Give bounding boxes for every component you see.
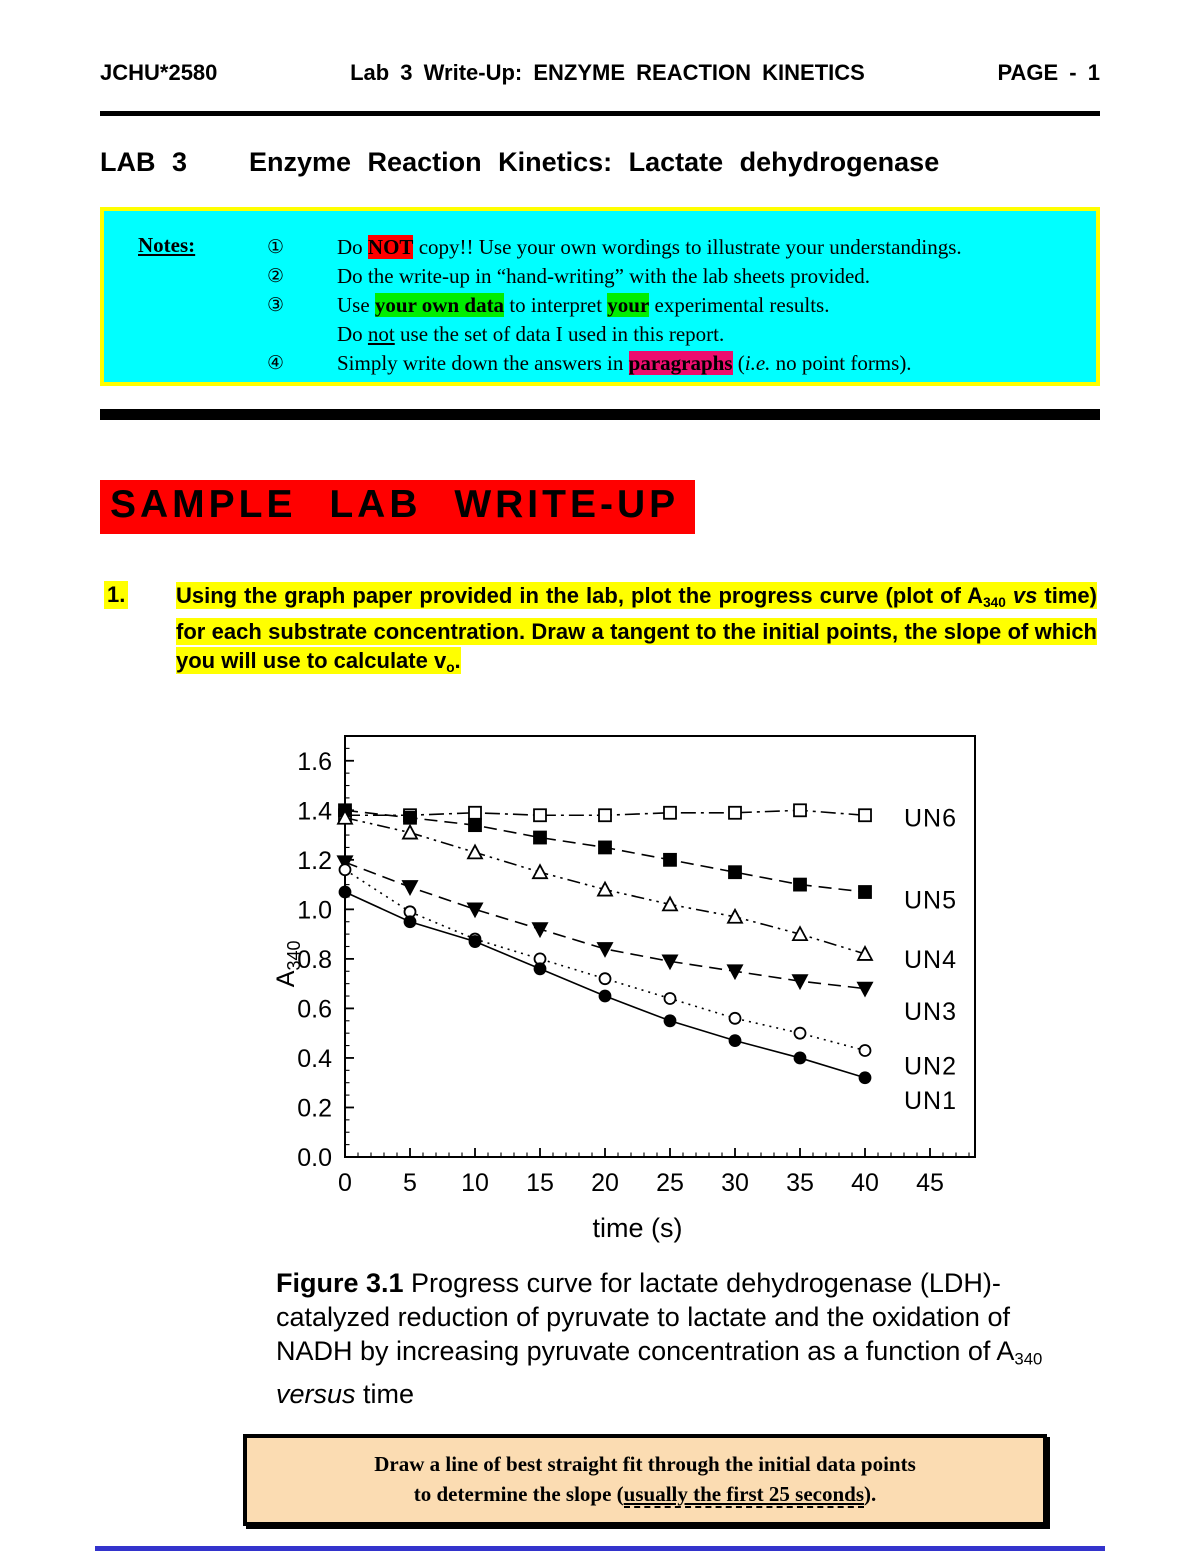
text-segment: Figure 3.1 bbox=[276, 1268, 404, 1298]
svg-text:0.8: 0.8 bbox=[297, 946, 332, 974]
text-segment: NOT bbox=[367, 235, 414, 259]
header-rule bbox=[100, 111, 1100, 116]
section-divider-rule bbox=[100, 409, 1100, 420]
note-number: ④ bbox=[267, 352, 285, 374]
header-course-code: JCHU*2580 bbox=[100, 60, 218, 85]
series-label-un5: UN5 bbox=[904, 886, 957, 914]
text-segment: 340 bbox=[1014, 1349, 1043, 1369]
progress-curve-chart: 0 5 10 15 20 25 30 35 40 45 0.0 0.2 0.4 0.6 0.8 1.0 1.2 1… bbox=[270, 732, 990, 1272]
svg-text:0.2: 0.2 bbox=[297, 1094, 332, 1122]
bottom-blue-rule bbox=[95, 1546, 1105, 1551]
svg-text:A340: A340 bbox=[272, 940, 304, 987]
series-label-un3: UN3 bbox=[904, 998, 957, 1026]
text-segment: Progress curve for lactate dehydrogenase… bbox=[276, 1268, 1015, 1366]
svg-text:1.2: 1.2 bbox=[297, 847, 332, 875]
text-segment: your own data bbox=[374, 293, 505, 317]
svg-text:30: 30 bbox=[721, 1169, 749, 1197]
svg-text:40: 40 bbox=[851, 1169, 879, 1197]
series-label-un4: UN4 bbox=[904, 946, 957, 974]
lab-title-text: Enzyme Reaction Kinetics: Lactate dehydr… bbox=[249, 147, 940, 177]
figure-caption: Figure 3.1 Progress curve for lactate de… bbox=[276, 1266, 1058, 1411]
text-segment bbox=[1006, 583, 1013, 608]
header-title: Lab 3 Write-Up: ENZYME REACTION KINETICS bbox=[350, 60, 865, 85]
text-segment: Simply write down the answers in bbox=[337, 351, 629, 375]
question-1-number: 1. bbox=[104, 581, 129, 609]
text-segment: time) for each substrate concentration. … bbox=[176, 583, 1097, 673]
text-segment: . bbox=[454, 647, 461, 673]
chart-svg: 0 5 10 15 20 25 30 35 40 45 0.0 0.2 0.4 0.6 0.8 1.0 1.2 1… bbox=[272, 735, 976, 1243]
note-item: ④ Simply write down the answers in paragr… bbox=[267, 349, 1086, 378]
text-segment: to determine the slope ( bbox=[413, 1482, 624, 1506]
page-header: JCHU*2580 Lab 3 Write-Up: ENZYME REACTIO… bbox=[100, 60, 1100, 86]
svg-text:0.4: 0.4 bbox=[297, 1045, 332, 1073]
text-segment: vs bbox=[1012, 583, 1038, 608]
text-segment: Do the write-up in “hand-writing” with t… bbox=[337, 264, 871, 288]
instruction-line-1: Draw a line of best straight fit through… bbox=[253, 1449, 1037, 1479]
svg-text:0.0: 0.0 bbox=[297, 1144, 332, 1172]
svg-text:25: 25 bbox=[656, 1169, 684, 1197]
text-segment: Using the graph paper provided in the la… bbox=[176, 583, 984, 608]
text-segment: your bbox=[607, 293, 650, 317]
svg-text:1.6: 1.6 bbox=[297, 748, 332, 776]
text-segment: Do bbox=[337, 322, 368, 346]
note-number: ② bbox=[267, 265, 285, 287]
text-segment: paragraphs bbox=[628, 351, 733, 375]
text-segment: ( bbox=[732, 351, 745, 375]
svg-text:5: 5 bbox=[403, 1169, 417, 1197]
note-text: Do NOT copy!! Use your own wordings to i… bbox=[337, 233, 1086, 262]
text-segment: copy!! Use your own wordings to illustra… bbox=[413, 235, 962, 259]
text-segment: experimental results. bbox=[649, 293, 830, 317]
text-segment: not bbox=[367, 322, 395, 346]
svg-text:10: 10 bbox=[461, 1169, 489, 1197]
svg-text:15: 15 bbox=[526, 1169, 554, 1197]
notes-label: Notes: bbox=[138, 233, 196, 257]
text-segment: use the set of data I used in this repor… bbox=[394, 322, 725, 346]
svg-text:time (s): time (s) bbox=[593, 1213, 683, 1243]
question-1-text: Using the graph paper provided in the la… bbox=[176, 581, 1097, 682]
note-number: ① bbox=[267, 236, 285, 258]
text-segment: i.e. bbox=[744, 351, 771, 375]
svg-text:20: 20 bbox=[591, 1169, 619, 1197]
sample-lab-writeup-banner: SAMPLE LAB WRITE-UP bbox=[100, 480, 696, 534]
series-label-un6: UN6 bbox=[904, 805, 957, 833]
notes-list: ① Do NOT copy!! Use your own wordings to … bbox=[267, 233, 1086, 378]
text-segment: Do bbox=[337, 235, 368, 259]
svg-text:1.0: 1.0 bbox=[297, 896, 332, 924]
text-segment: Use bbox=[337, 293, 375, 317]
text-segment: time bbox=[355, 1378, 415, 1409]
text-segment: ). bbox=[864, 1482, 877, 1506]
text-segment: o bbox=[446, 659, 455, 675]
svg-text:0: 0 bbox=[338, 1169, 352, 1197]
svg-text:35: 35 bbox=[786, 1169, 814, 1197]
series-label-un1: UN1 bbox=[904, 1087, 957, 1115]
instruction-line-2: to determine the slope (usually the firs… bbox=[253, 1479, 1037, 1509]
svg-text:1.4: 1.4 bbox=[297, 797, 332, 825]
note-item: ③ Use your own data to interpret your exp… bbox=[267, 291, 1086, 320]
svg-text:0.6: 0.6 bbox=[297, 995, 332, 1023]
note-number: ③ bbox=[267, 294, 285, 316]
text-segment: versus bbox=[276, 1378, 356, 1409]
instruction-box: Draw a line of best straight fit through… bbox=[243, 1434, 1047, 1526]
text-segment: usually the first 25 seconds bbox=[623, 1482, 865, 1508]
note-item: ① Do NOT copy!! Use your own wordings to … bbox=[267, 233, 1086, 262]
text-segment: 340 bbox=[983, 594, 1006, 610]
note-text: Do not use the set of data I used in thi… bbox=[337, 320, 1086, 349]
text-segment: Draw a line of best straight fit through… bbox=[374, 1452, 916, 1476]
lab-title: LAB 3 Enzyme Reaction Kinetics: Lactate … bbox=[100, 147, 939, 178]
note-item: Do not use the set of data I used in thi… bbox=[267, 320, 1086, 349]
note-number bbox=[267, 320, 337, 349]
note-text: Use your own data to interpret your expe… bbox=[337, 291, 1086, 320]
note-text: Do the write-up in “hand-writing” with t… bbox=[337, 262, 1086, 291]
note-text: Simply write down the answers in paragra… bbox=[337, 349, 1086, 378]
notes-box: Notes: ① Do NOT copy!! Use your own wordi… bbox=[100, 207, 1100, 386]
question-1-highlight: Using the graph paper provided in the la… bbox=[176, 582, 1097, 675]
svg-text:45: 45 bbox=[916, 1169, 944, 1197]
text-segment: no point forms). bbox=[770, 351, 912, 375]
text-segment: to interpret bbox=[504, 293, 608, 317]
header-page-number: PAGE - 1 bbox=[997, 60, 1100, 85]
series-label-un2: UN2 bbox=[904, 1052, 957, 1080]
note-item: ② Do the write-up in “hand-writing” with … bbox=[267, 262, 1086, 291]
lab-title-number: LAB 3 bbox=[100, 147, 188, 177]
